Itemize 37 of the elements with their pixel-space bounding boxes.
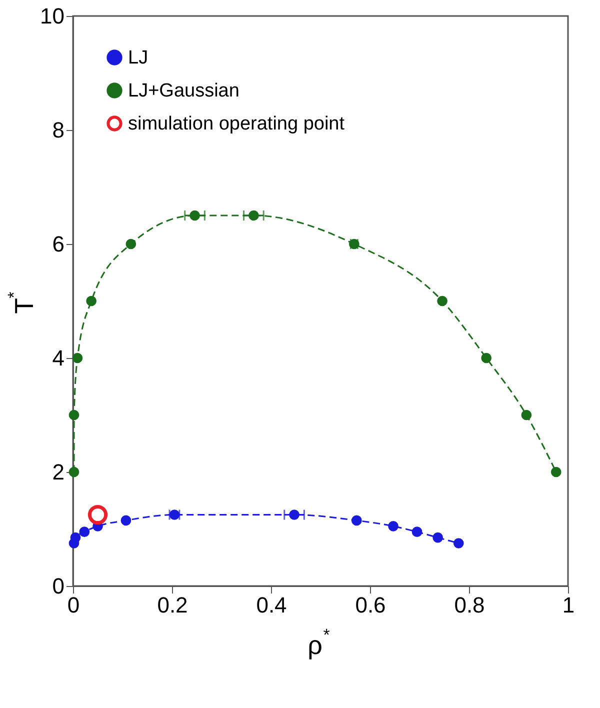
legend-label: simulation operating point bbox=[128, 114, 346, 134]
point bbox=[481, 352, 492, 364]
y-tick-label: 0 bbox=[52, 574, 64, 598]
x-axis-title: ρ* bbox=[308, 626, 330, 660]
point bbox=[120, 515, 132, 526]
point bbox=[70, 532, 81, 543]
point bbox=[521, 410, 532, 420]
y-tick-label: 6 bbox=[52, 232, 64, 256]
x-tick-label: 0.2 bbox=[157, 592, 188, 618]
point bbox=[437, 296, 448, 306]
point bbox=[190, 210, 200, 221]
legend-label: LJ+Gaussian bbox=[128, 80, 240, 102]
y-tick-label: 2 bbox=[52, 460, 64, 484]
point bbox=[248, 210, 259, 221]
point bbox=[68, 466, 80, 478]
x-tick-label: 1 bbox=[562, 592, 575, 618]
point bbox=[351, 515, 362, 526]
y-axis-title: T* bbox=[4, 291, 39, 314]
point bbox=[72, 352, 83, 364]
y-tick-label: 10 bbox=[40, 4, 64, 28]
point bbox=[88, 504, 108, 525]
x-tick-label: 0.6 bbox=[355, 592, 386, 618]
point bbox=[79, 526, 90, 538]
point bbox=[412, 526, 422, 538]
y-tick-label: 8 bbox=[52, 118, 64, 142]
point bbox=[388, 520, 398, 532]
point bbox=[126, 238, 136, 250]
point bbox=[68, 410, 80, 420]
y-tick-label: 4 bbox=[52, 346, 64, 370]
point bbox=[432, 532, 443, 543]
x-tick-label: 0.4 bbox=[256, 592, 287, 618]
point bbox=[86, 296, 96, 306]
legend-label: LJ bbox=[128, 48, 148, 68]
point bbox=[289, 510, 300, 520]
point bbox=[550, 466, 562, 478]
point bbox=[453, 538, 464, 548]
x-tick-label: 0.8 bbox=[454, 592, 485, 618]
